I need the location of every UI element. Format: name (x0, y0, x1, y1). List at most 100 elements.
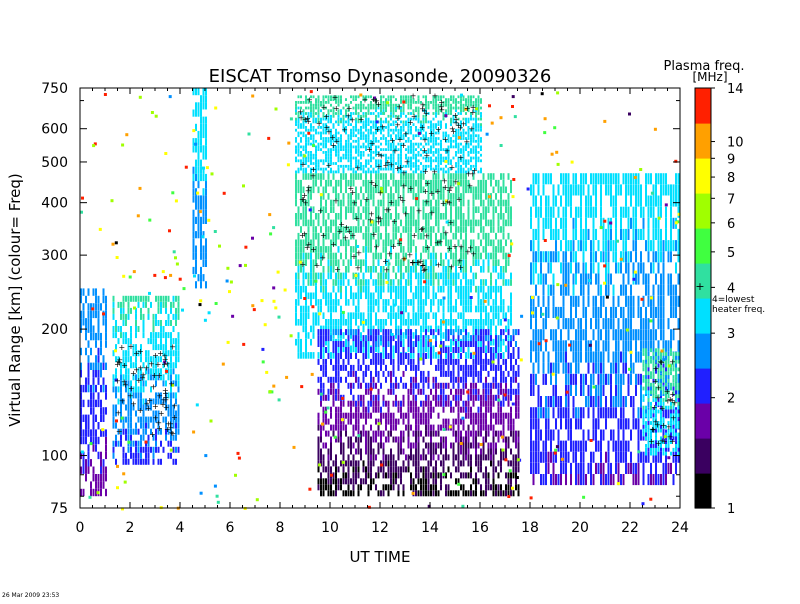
data-cell (365, 134, 367, 138)
data-cell (295, 173, 297, 180)
data-cell (402, 137, 405, 140)
data-cell (322, 213, 325, 220)
data-cell (132, 350, 135, 357)
data-cell (337, 279, 340, 286)
data-cell (312, 109, 315, 113)
data-cell (460, 279, 462, 286)
data-cell (472, 137, 475, 140)
data-cell (332, 145, 335, 149)
data-cell (315, 101, 317, 104)
data-cell (195, 259, 197, 267)
data-cell (140, 434, 142, 441)
data-cell (470, 388, 472, 395)
data-cell (345, 142, 347, 146)
data-cell (445, 484, 447, 491)
data-cell (410, 173, 412, 180)
data-cell (350, 193, 352, 200)
data-cell (422, 472, 425, 479)
data-cell (175, 307, 177, 314)
data-cell (410, 478, 412, 485)
data-cell (155, 320, 157, 326)
data-cell (310, 325, 312, 333)
data-cell (450, 279, 452, 286)
data-cell (122, 356, 125, 363)
data-cell (380, 123, 382, 126)
data-cell (390, 103, 392, 107)
data-cell (85, 466, 87, 474)
data-cell (475, 206, 477, 213)
data-cell (480, 376, 482, 383)
data-cell (460, 179, 462, 187)
data-cell (305, 159, 307, 163)
data-cell (462, 448, 465, 455)
data-cell (457, 448, 460, 455)
data-cell (85, 295, 87, 304)
data-cell (370, 329, 372, 336)
data-cell (142, 404, 145, 411)
data-cell (395, 382, 397, 389)
data-cell (397, 400, 400, 407)
data-cell (417, 345, 420, 353)
data-cell (310, 101, 312, 104)
data-cell (410, 347, 412, 353)
data-cell (402, 319, 405, 326)
data-cell (425, 117, 427, 121)
data-cell (352, 370, 355, 377)
data-cell (432, 128, 435, 132)
data-cell (387, 167, 390, 171)
data-cell (145, 446, 147, 453)
data-cell (455, 341, 457, 347)
data-cell (480, 466, 482, 473)
data-cell (497, 418, 500, 425)
data-cell (172, 410, 175, 417)
data-cell (435, 213, 437, 220)
data-cell (492, 412, 495, 419)
data-cell (430, 279, 432, 286)
data-cell (405, 382, 407, 389)
data-cell (127, 434, 130, 441)
data-cell (370, 436, 372, 443)
data-cell (92, 377, 95, 385)
data-cell (437, 424, 440, 431)
data-cell (317, 424, 320, 431)
data-cell (492, 252, 495, 260)
data-cell (457, 285, 460, 293)
data-cell (390, 484, 392, 491)
data-cell (297, 232, 300, 240)
data-cell (395, 478, 397, 485)
data-cell (467, 454, 470, 461)
data-cell (365, 139, 367, 143)
data-cell (347, 454, 350, 461)
data-cell (422, 347, 425, 353)
data-cell (490, 335, 492, 342)
data-cell (325, 199, 327, 207)
data-cell (470, 117, 472, 121)
data-cell (457, 338, 460, 346)
data-cell (327, 454, 330, 461)
data-cell (445, 164, 447, 168)
data-cell (372, 219, 375, 227)
data-cell (80, 392, 82, 400)
data-cell (337, 156, 340, 160)
data-cell (312, 312, 315, 319)
data-cell (317, 418, 320, 425)
data-cell (437, 128, 440, 132)
data-cell (325, 95, 327, 99)
data-cell (112, 452, 115, 459)
data-cell (332, 170, 335, 174)
data-cell (95, 295, 97, 304)
data-cell (347, 123, 350, 126)
data-cell (327, 335, 330, 342)
data-cell (375, 329, 377, 336)
data-cell (397, 329, 400, 336)
data-cell (410, 472, 412, 479)
data-cell (507, 305, 510, 313)
data-cell (145, 398, 147, 405)
data-cell (425, 239, 427, 247)
data-cell (340, 292, 342, 300)
data-cell (115, 356, 117, 363)
data-cell (472, 388, 475, 395)
data-cell (365, 478, 367, 485)
data-cell (452, 95, 455, 99)
data-cell (450, 139, 452, 143)
